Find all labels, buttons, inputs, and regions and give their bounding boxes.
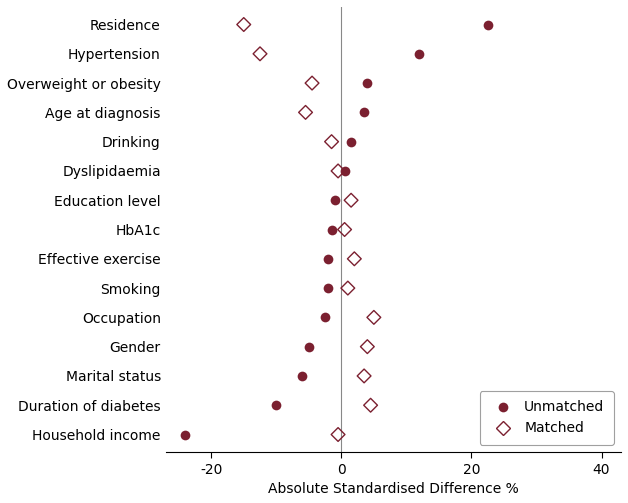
Point [349, 255, 359, 263]
Point [343, 284, 353, 292]
Point [304, 343, 314, 351]
Point [346, 138, 356, 146]
Point [483, 21, 493, 29]
Point [369, 313, 379, 321]
Point [239, 21, 249, 29]
Point [271, 401, 281, 409]
Point [323, 284, 333, 292]
Point [330, 196, 340, 204]
X-axis label: Absolute Standardised Difference %: Absolute Standardised Difference % [268, 482, 519, 496]
Point [320, 313, 330, 321]
Point [255, 50, 265, 58]
Point [323, 255, 333, 263]
Point [359, 372, 369, 380]
Point [362, 343, 372, 351]
Point [327, 225, 337, 233]
Legend: Unmatched, Matched: Unmatched, Matched [480, 391, 614, 445]
Point [346, 196, 356, 204]
Point [301, 108, 311, 116]
Point [297, 372, 307, 380]
Point [180, 431, 190, 439]
Point [359, 108, 369, 116]
Point [327, 138, 337, 146]
Point [362, 79, 372, 87]
Point [333, 431, 343, 439]
Point [414, 50, 425, 58]
Point [307, 79, 317, 87]
Point [365, 401, 376, 409]
Point [340, 225, 350, 233]
Point [333, 167, 343, 175]
Point [340, 167, 350, 175]
